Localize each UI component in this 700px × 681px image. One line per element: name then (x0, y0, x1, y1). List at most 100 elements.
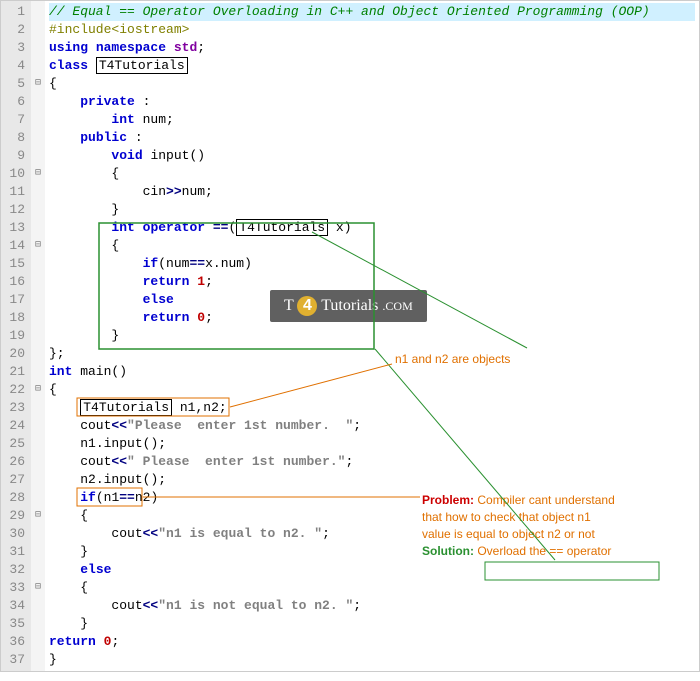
token-op: << (143, 598, 159, 613)
token-pun: ; (205, 184, 213, 199)
token-id (49, 562, 80, 577)
token-id (49, 328, 111, 343)
line-number: 16 (3, 273, 25, 291)
code-line: // Equal == Operator Overloading in C++ … (49, 3, 695, 21)
fold-marker[interactable] (32, 327, 44, 345)
line-number: 9 (3, 147, 25, 165)
token-pun: }; (49, 346, 65, 361)
token-id (88, 58, 96, 73)
code-editor: 1234567891011121314151617181920212223242… (0, 0, 700, 672)
line-number: 8 (3, 129, 25, 147)
fold-marker[interactable] (32, 93, 44, 111)
code-line: }; (49, 345, 695, 363)
fold-marker[interactable] (32, 615, 44, 633)
token-id (49, 256, 143, 271)
fold-marker[interactable] (32, 453, 44, 471)
fold-marker[interactable] (32, 183, 44, 201)
token-pun: . (213, 256, 221, 271)
fold-marker[interactable] (32, 255, 44, 273)
token-id (49, 130, 80, 145)
line-number: 19 (3, 327, 25, 345)
fold-marker[interactable] (32, 219, 44, 237)
fold-marker[interactable] (32, 435, 44, 453)
code-line: n2.input(); (49, 471, 695, 489)
fold-marker[interactable]: ⊟ (32, 75, 44, 93)
token-kw: return (143, 310, 190, 325)
token-id (49, 400, 80, 415)
fold-marker[interactable] (32, 417, 44, 435)
fold-marker[interactable]: ⊟ (32, 507, 44, 525)
fold-marker[interactable] (32, 345, 44, 363)
token-id: cout (49, 418, 111, 433)
fold-marker[interactable] (32, 561, 44, 579)
token-id (49, 202, 111, 217)
token-pun: ; (205, 274, 213, 289)
fold-marker[interactable]: ⊟ (32, 381, 44, 399)
code-area: // Equal == Operator Overloading in C++ … (45, 1, 699, 671)
fold-marker[interactable]: ⊟ (32, 165, 44, 183)
token-id: n2 (49, 472, 96, 487)
fold-marker[interactable] (32, 651, 44, 669)
fold-marker[interactable] (32, 57, 44, 75)
line-number: 1 (3, 3, 25, 21)
token-pun: ; (205, 310, 213, 325)
fold-marker[interactable] (32, 291, 44, 309)
token-op: << (111, 418, 127, 433)
fold-marker[interactable] (32, 309, 44, 327)
line-number: 21 (3, 363, 25, 381)
token-op: == (213, 220, 229, 235)
fold-marker[interactable]: ⊟ (32, 579, 44, 597)
token-pun: ; (166, 112, 174, 127)
code-line: T4Tutorials n1,n2; (49, 399, 695, 417)
fold-marker[interactable] (32, 201, 44, 219)
code-line: private : (49, 93, 695, 111)
line-number: 34 (3, 597, 25, 615)
token-pun: ; (197, 40, 205, 55)
token-op: << (143, 526, 159, 541)
token-id (166, 40, 174, 55)
line-number: 25 (3, 435, 25, 453)
fold-marker[interactable] (32, 543, 44, 561)
token-pun: } (111, 202, 119, 217)
code-line: void input() (49, 147, 695, 165)
fold-marker[interactable] (32, 489, 44, 507)
fold-marker[interactable] (32, 363, 44, 381)
fold-marker[interactable] (32, 633, 44, 651)
token-oboxtail: n1,n2; (180, 400, 227, 415)
fold-marker[interactable] (32, 3, 44, 21)
line-number: 36 (3, 633, 25, 651)
token-cmt: // Equal == Operator Overloading in C++ … (49, 4, 650, 19)
code-line: return 0; (49, 633, 695, 651)
token-pun: ; (353, 598, 361, 613)
line-number: 12 (3, 201, 25, 219)
fold-marker[interactable] (32, 399, 44, 417)
token-id (49, 94, 80, 109)
code-line: { (49, 165, 695, 183)
line-number: 23 (3, 399, 25, 417)
line-number: 22 (3, 381, 25, 399)
code-line: int num; (49, 111, 695, 129)
token-str: " Please enter 1st number." (127, 454, 345, 469)
fold-marker[interactable] (32, 111, 44, 129)
token-id (49, 148, 111, 163)
code-line: cout<<"Please enter 1st number. "; (49, 417, 695, 435)
fold-marker[interactable] (32, 471, 44, 489)
fold-marker[interactable] (32, 273, 44, 291)
token-op: << (111, 454, 127, 469)
token-pun: ; (345, 454, 353, 469)
token-kw: if (80, 490, 96, 505)
fold-marker[interactable] (32, 21, 44, 39)
fold-marker[interactable]: ⊟ (32, 237, 44, 255)
fold-marker[interactable] (32, 597, 44, 615)
token-id (49, 238, 111, 253)
fold-marker[interactable] (32, 147, 44, 165)
token-id: num (166, 256, 189, 271)
token-pun: ; (353, 418, 361, 433)
token-op: == (189, 256, 205, 271)
fold-marker[interactable] (32, 39, 44, 57)
fold-marker[interactable] (32, 129, 44, 147)
code-line: int main() (49, 363, 695, 381)
fold-marker[interactable] (32, 525, 44, 543)
token-pun: } (80, 544, 88, 559)
line-number: 15 (3, 255, 25, 273)
